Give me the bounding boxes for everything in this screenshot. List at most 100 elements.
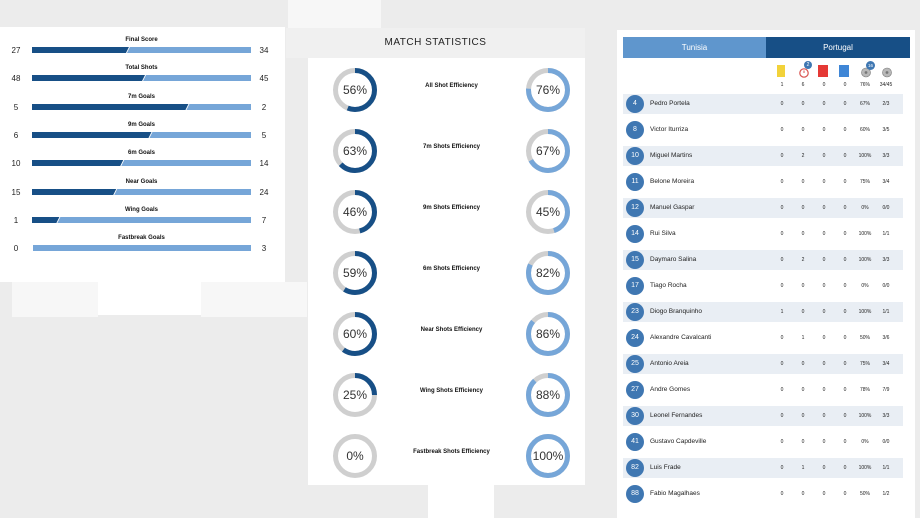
player-stat: 0 (843, 465, 847, 471)
player-number-badge: 11 (626, 173, 644, 191)
player-row[interactable]: 17 Tiago Rocha 0 0 0 0 0% 0/0 (623, 276, 903, 296)
player-row[interactable]: 15 Daymaro Salina 0 2 0 0 100% 3/3 (623, 250, 903, 270)
comparison-left-value: 1 (13, 216, 19, 225)
player-stat: 0 (843, 257, 847, 263)
player-row[interactable]: 27 Andre Gomes 0 0 0 0 78% 7/9 (623, 380, 903, 400)
player-name: Luis Frade (650, 464, 681, 471)
left-donut-ring-arc (333, 68, 377, 112)
player-name: Rui Silva (650, 230, 676, 237)
right-donut: 88% (523, 370, 573, 420)
player-stat: 2 (801, 153, 805, 159)
player-row[interactable]: 23 Diogo Branquinho 1 0 0 0 100% 1/1 (623, 302, 903, 322)
player-row[interactable]: 25 Antonio Areia 0 0 0 0 75% 3/4 (623, 354, 903, 374)
player-number-badge: 12 (626, 199, 644, 217)
player-name: Daymaro Salina (650, 256, 697, 263)
right-donut-ring (526, 129, 570, 173)
player-name: Leonel Fernandes (650, 412, 703, 419)
right-donut: 76% (523, 65, 573, 115)
efficiency-row: 63% 7m Shots Efficiency 67% (330, 126, 574, 176)
right-percentage: 86% (535, 327, 561, 341)
tab-portugal[interactable]: Portugal (766, 37, 910, 58)
player-stat: 0 (843, 439, 847, 445)
comparison-label: 7m Goals (127, 94, 155, 100)
player-stat: 0% (861, 439, 869, 445)
comparison-label: 6m Goals (127, 150, 155, 156)
comparison-right-value: 14 (259, 159, 269, 168)
comparison-bar-right (57, 217, 251, 223)
background-panel (201, 282, 307, 317)
player-number-badge: 17 (626, 277, 644, 295)
background-panel (98, 282, 201, 315)
player-stat: 0 (822, 127, 826, 133)
efficiency-row: 59% 6m Shots Efficiency 82% (330, 248, 574, 298)
player-stat: 75% (859, 179, 870, 185)
roster-panel: Tunisia Portugal 2 16 1 6 0 0 76% 34/45 … (617, 30, 915, 518)
ball-icon (881, 65, 893, 78)
player-stat: 1 (801, 335, 805, 341)
comparison-bar (32, 160, 251, 166)
player-stat: 3/3 (882, 257, 890, 263)
right-donut-ring-arc (526, 190, 570, 234)
match-statistics-panel (308, 58, 496, 485)
player-stat: 0 (843, 179, 847, 185)
player-stat: 0 (801, 361, 805, 367)
player-stat: 0 (843, 491, 847, 497)
comparison-row: Fastbreak Goals 0 3 (0, 235, 285, 263)
comparison-bar-right (126, 47, 251, 53)
efficiency-label: 7m Shots Efficiency (422, 144, 481, 150)
total-blue: 0 (843, 82, 847, 88)
player-row[interactable]: 12 Manuel Gaspar 0 0 0 0 0% 0/0 (623, 198, 903, 218)
player-stat: 0 (843, 283, 847, 289)
player-row[interactable]: 14 Rui Silva 0 0 0 0 100% 1/1 (623, 224, 903, 244)
efficiency-label: Near Shots Efficiency (420, 327, 483, 333)
comparison-bar-left (32, 189, 117, 195)
player-stat: 2/3 (882, 101, 890, 107)
left-donut-ring (333, 434, 377, 478)
player-stat: 0 (822, 491, 826, 497)
player-row[interactable]: 4 Pedro Portela 0 0 0 0 67% 2/3 (623, 94, 903, 114)
background-panel (428, 485, 494, 518)
right-donut-ring-arc (526, 434, 570, 478)
left-donut: 0% (330, 431, 380, 481)
player-stat: 100% (858, 465, 872, 471)
player-stat: 100% (858, 231, 872, 237)
background-panel (288, 0, 381, 28)
total-red: 0 (822, 82, 826, 88)
right-donut-ring (526, 68, 570, 112)
player-row[interactable]: 10 Miguel Martins 0 2 0 0 100% 3/3 (623, 146, 903, 166)
player-stat: 0 (843, 101, 847, 107)
left-percentage: 59% (342, 266, 368, 280)
player-row[interactable]: 11 Belone Moreira 0 0 0 0 75% 3/4 (623, 172, 903, 192)
comparison-right-value: 3 (261, 244, 267, 253)
player-stat: 3/3 (882, 413, 890, 419)
right-percentage: 76% (535, 83, 561, 97)
player-number-badge: 14 (626, 225, 644, 243)
total-goals-shots: 34/45 (879, 82, 893, 88)
player-stat: 0 (843, 127, 847, 133)
player-stat: 1/1 (882, 309, 890, 315)
player-row[interactable]: 82 Luis Frade 0 1 0 0 100% 1/1 (623, 458, 903, 478)
player-row[interactable]: 41 Gustavo Capdeville 0 0 0 0 0% 0/0 (623, 432, 903, 452)
player-row[interactable]: 30 Leonel Fernandes 0 0 0 0 100% 3/3 (623, 406, 903, 426)
left-donut: 56% (330, 65, 380, 115)
player-row[interactable]: 24 Alexandre Cavalcanti 0 1 0 0 50% 3/6 (623, 328, 903, 348)
comparison-bar-left (32, 160, 124, 166)
comparison-bar (32, 189, 251, 195)
player-number-badge: 25 (626, 355, 644, 373)
player-row[interactable]: 8 Victor Iturriza 0 0 0 0 60% 3/5 (623, 120, 903, 140)
player-stat: 0 (801, 127, 805, 133)
total-yellow: 1 (780, 82, 784, 88)
player-stat: 3/3 (882, 153, 890, 159)
left-donut: 59% (330, 248, 380, 298)
player-stat: 100% (858, 153, 872, 159)
player-row[interactable]: 88 Fabio Magalhaes 0 0 0 0 50% 1/2 (623, 484, 903, 504)
comparison-bar-left (32, 75, 146, 81)
efficiency-label: 9m Shots Efficiency (422, 205, 481, 211)
left-donut: 60% (330, 309, 380, 359)
player-number-badge: 4 (626, 95, 644, 113)
player-stat: 0 (780, 101, 784, 107)
left-donut-ring-arc (333, 129, 377, 173)
comparison-row: 7m Goals 5 2 (0, 94, 285, 122)
tab-tunisia[interactable]: Tunisia (623, 37, 766, 58)
team-comparison-panel: Final Score 27 34 Total Shots 48 45 7m Goals 5 2… (0, 27, 285, 282)
